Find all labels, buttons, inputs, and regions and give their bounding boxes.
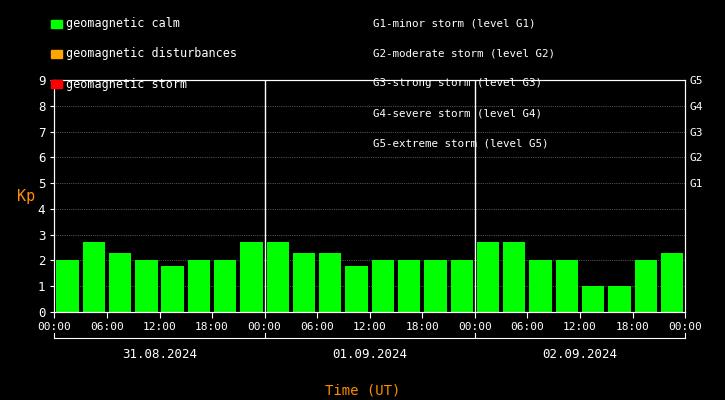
Bar [109,253,131,312]
Text: 02.09.2024: 02.09.2024 [542,348,618,361]
Bar [83,242,105,312]
Bar [293,253,315,312]
Text: geomagnetic calm: geomagnetic calm [67,18,181,30]
Bar [57,260,79,312]
Text: G5-extreme storm (level G5): G5-extreme storm (level G5) [373,138,549,148]
Bar [162,266,184,312]
Text: G1-minor storm (level G1): G1-minor storm (level G1) [373,18,536,28]
Bar [582,286,605,312]
Bar [345,266,368,312]
Bar [503,242,526,312]
Bar [372,260,394,312]
Bar [608,286,631,312]
Text: 01.09.2024: 01.09.2024 [332,348,407,361]
Bar [450,260,473,312]
Bar [477,242,500,312]
Bar [529,260,552,312]
Bar [555,260,578,312]
Text: Time (UT): Time (UT) [325,384,400,398]
Bar [135,260,157,312]
Text: Kp: Kp [17,188,35,204]
Text: geomagnetic disturbances: geomagnetic disturbances [67,48,237,60]
Bar [398,260,420,312]
Text: 31.08.2024: 31.08.2024 [122,348,197,361]
Text: G3-strong storm (level G3): G3-strong storm (level G3) [373,78,542,88]
Bar [240,242,262,312]
Bar [188,260,210,312]
Text: G4-severe storm (level G4): G4-severe storm (level G4) [373,108,542,118]
Bar [214,260,236,312]
Bar [267,242,289,312]
Text: geomagnetic storm: geomagnetic storm [67,78,188,90]
Bar [634,260,657,312]
Bar [319,253,341,312]
Bar [424,260,447,312]
Bar [660,253,683,312]
Text: G2-moderate storm (level G2): G2-moderate storm (level G2) [373,48,555,58]
